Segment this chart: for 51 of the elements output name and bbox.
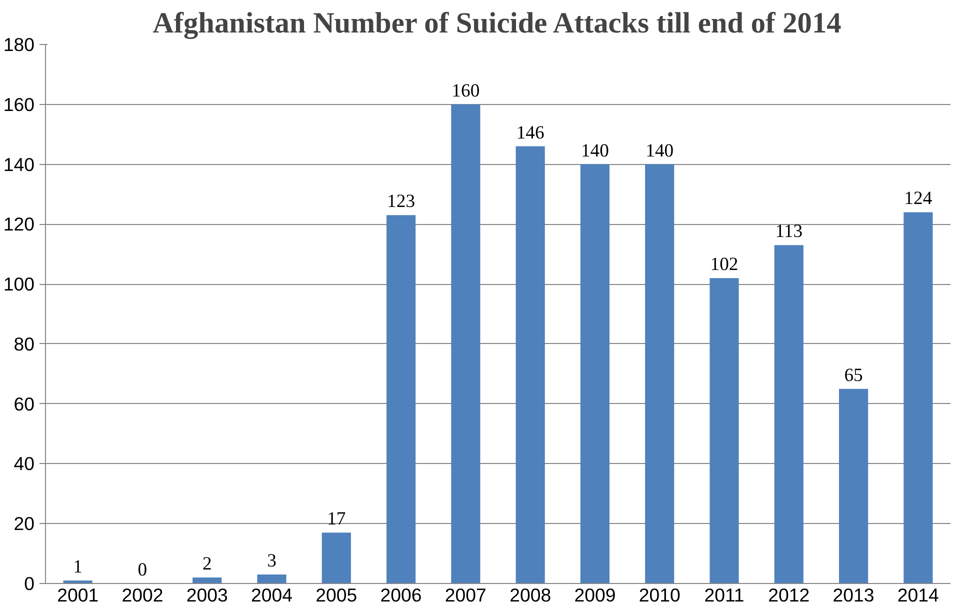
data-label: 160	[452, 80, 480, 102]
y-tick-label: 0	[24, 573, 35, 594]
bar	[257, 574, 286, 584]
data-label: 123	[387, 191, 416, 212]
bar	[322, 532, 351, 584]
y-tick-label: 120	[3, 214, 35, 235]
x-tick-label: 2012	[768, 584, 810, 606]
x-tick-label: 2011	[704, 584, 744, 606]
y-tick-label: 80	[14, 333, 35, 354]
x-tick-label: 2001	[57, 584, 99, 606]
data-label: 17	[327, 508, 346, 530]
data-label: 3	[267, 550, 276, 572]
x-tick-label: 2003	[186, 584, 228, 606]
bar	[774, 245, 804, 584]
bar	[386, 215, 416, 584]
bar	[580, 164, 610, 584]
y-tick-label: 100	[3, 274, 35, 295]
y-tick-label: 40	[14, 453, 35, 474]
bar	[904, 212, 933, 584]
x-tick-label: 2006	[380, 584, 422, 606]
bar	[192, 578, 222, 584]
data-label: 0	[138, 560, 148, 580]
data-label: 1	[73, 556, 82, 578]
bar	[516, 146, 545, 584]
data-label: 102	[710, 254, 738, 276]
data-label: 113	[775, 221, 803, 242]
y-tick-label: 20	[14, 513, 35, 534]
y-tick-label: 60	[14, 393, 35, 414]
y-tick-label: 180	[3, 34, 35, 55]
bar	[838, 388, 868, 584]
x-tick-label: 2014	[897, 584, 939, 606]
data-label: 140	[580, 140, 609, 162]
data-label: 146	[516, 122, 544, 144]
x-tick-label: 2002	[122, 584, 164, 606]
x-tick-label: 2010	[638, 584, 680, 606]
bar	[451, 104, 480, 584]
x-tick-label: 2013	[832, 584, 874, 606]
data-label: 124	[904, 188, 933, 210]
x-tick-label: 2008	[510, 584, 552, 606]
data-label: 140	[646, 140, 674, 162]
data-label: 2	[202, 554, 212, 575]
bar	[645, 164, 674, 584]
y-tick-label: 160	[3, 94, 35, 115]
chart-title: Afghanistan Number of Suicide Attacks till end of 2014	[152, 8, 842, 40]
x-tick-label: 2004	[251, 584, 293, 606]
x-tick-label: 2009	[574, 584, 616, 606]
bar	[710, 278, 739, 584]
x-tick-label: 2007	[444, 584, 486, 606]
x-tick-label: 2005	[316, 584, 358, 606]
data-label: 65	[844, 364, 863, 386]
y-tick-label: 140	[3, 154, 35, 175]
